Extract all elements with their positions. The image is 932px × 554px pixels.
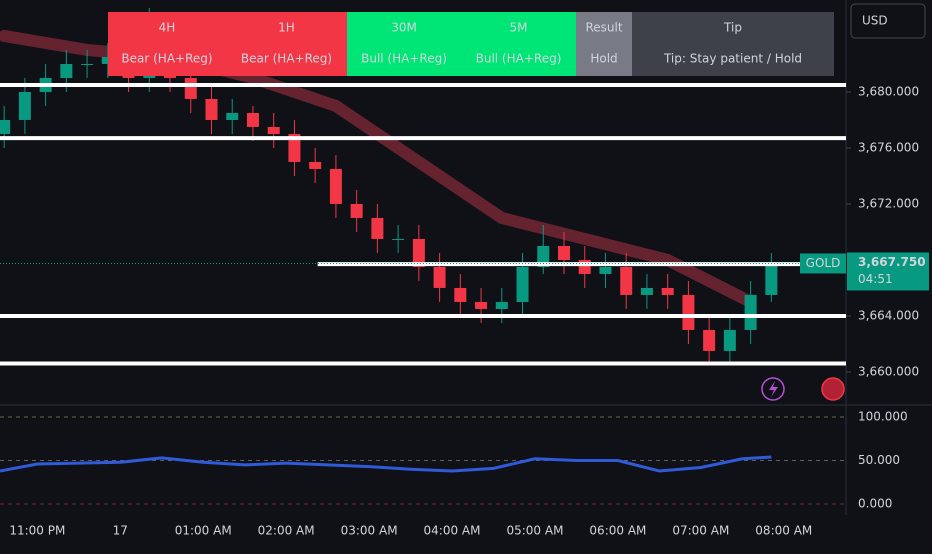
table-cell [461,12,576,76]
candle-body [599,266,612,274]
candle-body [765,263,778,295]
y-tick-label: 3,664.000 [858,308,919,322]
table-value: Bear (HA+Reg) [121,52,212,66]
candle-body [578,259,591,274]
candle-body [537,245,550,267]
x-tick-label: 08:00 AM [755,524,812,538]
table-cell [226,12,347,76]
candle-body [703,329,716,351]
candle-body [433,266,446,288]
candle-body [371,217,384,239]
x-tick-label: 04:00 AM [424,524,481,538]
table-header: Result [585,21,622,35]
table-header: 30M [391,21,417,35]
candle-body [60,63,73,78]
table-value: Bear (HA+Reg) [241,52,332,66]
table-header: 4H [159,21,176,35]
candle-body [558,245,570,260]
x-tick-label: 01:00 AM [175,524,232,538]
candle-body [184,77,197,99]
osc-tick-label: 100.000 [858,410,908,424]
table-cell [632,12,834,76]
symbol: GOLD [806,256,841,270]
candle-body [329,168,342,204]
candle-body [246,112,259,127]
y-tick-label: 3,672.000 [858,196,919,210]
x-tick-label: 03:00 AM [341,524,398,538]
table-cell [576,12,632,76]
candle-body [288,133,301,162]
candle-body [309,161,322,169]
candle-body [412,238,425,267]
x-tick-label: 06:00 AM [589,524,646,538]
x-tick-label: 02:00 AM [258,524,315,538]
candle-body [205,98,218,120]
candle-body [226,112,239,120]
currency: USD [862,14,888,28]
table-header: Tip [723,21,742,35]
candle-body [723,329,736,351]
currency-button[interactable] [850,3,926,39]
candle-body [350,203,363,218]
candle-body [682,294,695,330]
y-tick-label: 3,660.000 [858,364,919,378]
y-tick-label: 3,676.000 [858,140,919,154]
x-tick-label: 05:00 AM [506,524,563,538]
x-tick-label: 07:00 AM [672,524,729,538]
bolt [769,381,778,397]
table-value: Tip: Stay patient / Hold [663,52,802,66]
table-value: Bull (HA+Reg) [476,52,562,66]
candle-body [640,287,653,295]
table-header: 1H [278,21,295,35]
symbol-tag [800,253,846,274]
candle-body [516,266,529,302]
candle-body [454,287,467,302]
candle-body [744,294,757,330]
candle-body [81,63,94,65]
table-header: 5M [510,21,528,35]
countdown: 04:51 [858,272,893,286]
candle-body [101,56,114,64]
candle-body [620,266,633,295]
candle-body [495,301,508,309]
candle-body [18,91,31,120]
table-cell [347,12,461,76]
last-price: 3,667.750 [858,255,926,269]
alert-icon[interactable] [761,377,785,401]
candle-body [392,238,405,240]
candle-body [475,301,488,309]
table-value: Hold [590,52,617,66]
y-tick-label: 3,680.000 [858,84,919,98]
table-cell [108,12,226,76]
osc-tick-label: 50.000 [858,453,900,467]
event-flag[interactable] [821,377,845,401]
price-tag [847,252,929,291]
candle-body [0,119,11,134]
x-tick-label: 17 [113,524,128,538]
oscillator-line [0,455,772,473]
osc-tick-label: 0.000 [858,497,892,511]
x-tick-label: 11:00 PM [9,524,65,538]
candle-body [661,287,674,295]
candle-body [267,126,280,134]
table-value: Bull (HA+Reg) [361,52,447,66]
